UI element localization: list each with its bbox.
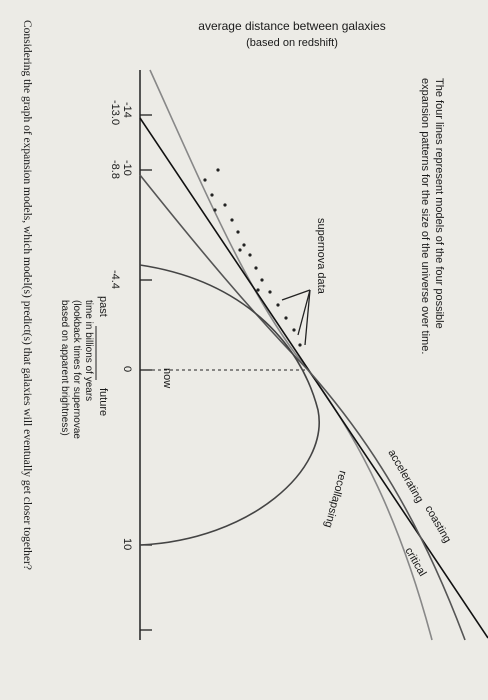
supernova-arrows bbox=[281, 289, 311, 346]
title: average distance between galaxies bbox=[198, 19, 385, 33]
past-label: past bbox=[97, 296, 109, 317]
supernova-label: supernova data bbox=[315, 218, 327, 295]
supernova-points bbox=[203, 168, 302, 347]
tick-label: 10 bbox=[121, 538, 133, 550]
caption-line: expansion patterns for the size of the u… bbox=[419, 78, 431, 354]
axis-label: (lookback times for supernovae bbox=[71, 300, 82, 439]
tick-label: -13.0 bbox=[109, 100, 121, 125]
question: Considering the graph of expansion model… bbox=[21, 20, 33, 570]
subtitle: (based on redshift) bbox=[246, 37, 338, 49]
tick-label: -8.8 bbox=[109, 160, 121, 179]
tick-label: -14 bbox=[121, 102, 133, 118]
tick-label: -4.4 bbox=[109, 270, 121, 289]
critical-curve bbox=[139, 174, 466, 641]
tick-label: -10 bbox=[121, 160, 133, 176]
recollapsing-curve bbox=[139, 264, 320, 546]
future-label: future bbox=[97, 388, 109, 416]
tick-label: 0 bbox=[121, 366, 133, 372]
axis-label: time in billions of years bbox=[83, 300, 94, 401]
now-label: now bbox=[161, 368, 173, 388]
axis-label: based on apparent brightness) bbox=[59, 300, 70, 436]
caption-line: The four lines represent models of the f… bbox=[433, 78, 445, 329]
